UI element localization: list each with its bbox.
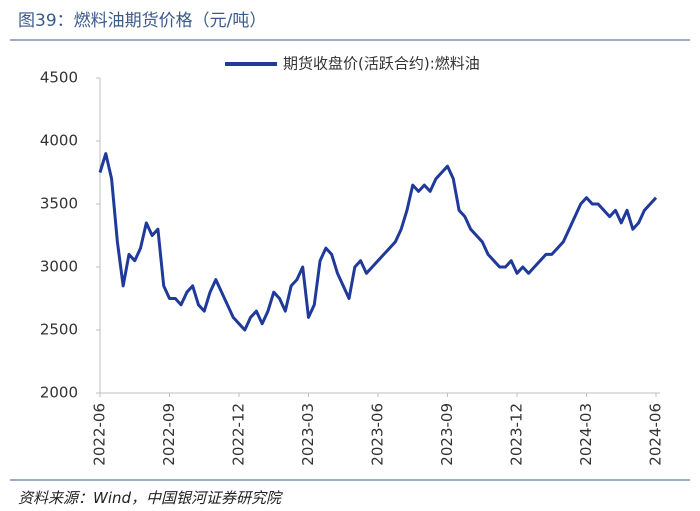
legend-label: 期货收盘价(活跃合约):燃料油 — [283, 55, 480, 73]
x-tick-label: 2023-03 — [299, 403, 317, 466]
x-tick-label: 2022-09 — [160, 403, 178, 466]
x-tick-label: 2023-12 — [508, 403, 526, 466]
y-tick-label: 2500 — [40, 321, 78, 339]
x-tick-label: 2024-06 — [647, 403, 665, 466]
series-line — [98, 152, 658, 332]
chart-title: 图39：燃料油期货价格（元/吨） — [18, 11, 266, 31]
y-tick-label: 4500 — [40, 69, 78, 87]
source-note: 资料来源：Wind，中国银河证券研究院 — [18, 489, 283, 507]
x-tick-label: 2022-06 — [91, 403, 109, 466]
y-tick-label: 4000 — [40, 132, 78, 150]
x-tick-label: 2023-06 — [369, 403, 387, 466]
y-tick-label: 3500 — [40, 195, 78, 213]
x-tick-label: 2022-12 — [230, 403, 248, 466]
y-tick-label: 3000 — [40, 258, 78, 276]
x-tick-label: 2024-03 — [577, 403, 595, 466]
y-tick-label: 2000 — [40, 384, 78, 402]
x-tick-label: 2023-09 — [438, 403, 456, 466]
